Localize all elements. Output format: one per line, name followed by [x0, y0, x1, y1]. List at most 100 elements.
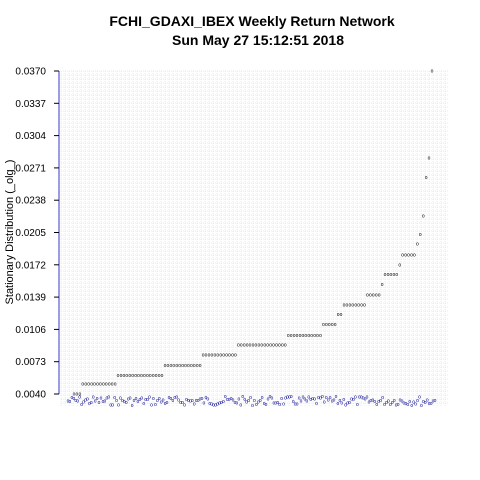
rug-mark: o [123, 399, 126, 405]
rug-mark: o [107, 394, 110, 400]
rug-mark: o [144, 397, 147, 403]
rug-mark: o [321, 394, 324, 400]
data-point: o [228, 352, 231, 358]
data-point: o [304, 333, 307, 339]
data-point: o [310, 333, 313, 339]
data-point: o [137, 373, 140, 379]
data-point: o [114, 382, 117, 388]
data-point: o [158, 373, 161, 379]
rug-mark: o [96, 396, 99, 402]
data-point: o [348, 302, 351, 308]
y-tick-label: 0.0337 [15, 99, 46, 110]
rug-mark: o [199, 396, 202, 402]
data-point: o [360, 302, 363, 308]
rug-mark: o [224, 394, 227, 400]
rug-mark: o [150, 402, 153, 408]
rug-mark: o [154, 402, 157, 408]
data-point: o [161, 373, 164, 379]
rug-mark: o [305, 398, 308, 404]
data-point: o [416, 242, 419, 248]
rug-mark: o [397, 402, 400, 408]
rug-mark: o [125, 400, 128, 406]
rug-mark: o [189, 398, 192, 404]
rug-mark: o [131, 403, 134, 409]
rug-mark: o [377, 399, 380, 405]
data-point: o [404, 253, 407, 259]
rug-mark: o [206, 396, 209, 402]
rug-mark: o [245, 399, 248, 405]
rug-mark: o [146, 397, 149, 403]
data-point: o [272, 343, 275, 349]
data-point: o [430, 69, 433, 75]
rug-mark: o [399, 398, 402, 404]
rug-mark: o [86, 397, 89, 403]
rug-mark: o [72, 396, 75, 402]
data-point: o [293, 333, 296, 339]
data-point: o [290, 333, 293, 339]
data-point: o [240, 343, 243, 349]
rug-mark: o [402, 400, 405, 406]
data-point: o [398, 262, 401, 268]
rug-mark: o [68, 399, 71, 405]
data-point: o [81, 382, 84, 388]
rug-mark: o [298, 395, 301, 401]
rug-mark: o [276, 400, 279, 406]
rug-mark: o [181, 400, 184, 406]
data-point: o [199, 363, 202, 369]
rug-mark: o [319, 395, 322, 401]
rug-mark: o [220, 400, 223, 406]
data-point: o [84, 382, 87, 388]
data-point: o [246, 343, 249, 349]
rug-mark: o [385, 400, 388, 406]
rug-mark: o [338, 398, 341, 404]
data-point: o [278, 343, 281, 349]
rug-mark: o [354, 395, 357, 401]
data-point: o [131, 373, 134, 379]
rug-mark: o [383, 402, 386, 408]
rug-mark: o [346, 400, 349, 406]
rug-mark: o [292, 399, 295, 405]
rug-mark: o [253, 398, 256, 404]
rug-mark: o [179, 400, 182, 406]
data-point: o [316, 333, 319, 339]
rug-mark: o [400, 398, 403, 404]
data-point: o [345, 302, 348, 308]
rug-mark: o [204, 395, 207, 401]
rug-mark: o [327, 398, 330, 404]
data-points: o o oo o o o o o o o o o o oo o o o o o o o o o o o o o o oo o o o o o o o o… [72, 69, 433, 398]
rug-mark: o [138, 397, 141, 403]
y-tick-label: 0.0238 [15, 196, 46, 207]
data-point: o [269, 343, 272, 349]
data-point: o [184, 363, 187, 369]
rug-mark: o [101, 399, 104, 405]
data-point: o [96, 382, 99, 388]
data-point: o [155, 373, 158, 379]
data-point: o [181, 363, 184, 369]
rug-mark: o [261, 395, 264, 401]
rug-mark: o [257, 399, 260, 405]
data-point: o [260, 343, 263, 349]
data-point: o [134, 373, 137, 379]
y-tick-label: 0.0304 [15, 131, 46, 142]
data-point: o [111, 382, 114, 388]
data-point: o [319, 333, 322, 339]
rug-mark: o [156, 398, 159, 404]
rug-mark: o [80, 402, 83, 408]
data-point: o [243, 343, 246, 349]
rug-mark: o [98, 400, 101, 406]
rug-mark: o [268, 394, 271, 400]
y-tick-label: 0.0370 [15, 67, 46, 78]
data-point: o [254, 343, 257, 349]
rug-mark: o [173, 395, 176, 401]
rug-mark: o [428, 401, 431, 407]
data-point: o [193, 363, 196, 369]
rug-mark: o [323, 400, 326, 406]
data-point: o [366, 293, 369, 299]
rug-mark: o [371, 397, 374, 403]
rug-mark: o [278, 402, 281, 408]
rug-mark: o [282, 401, 285, 407]
rug-mark: o [232, 398, 235, 404]
data-point: o [90, 382, 93, 388]
rug-mark: o [367, 399, 370, 405]
rug-mark: o [301, 394, 304, 400]
